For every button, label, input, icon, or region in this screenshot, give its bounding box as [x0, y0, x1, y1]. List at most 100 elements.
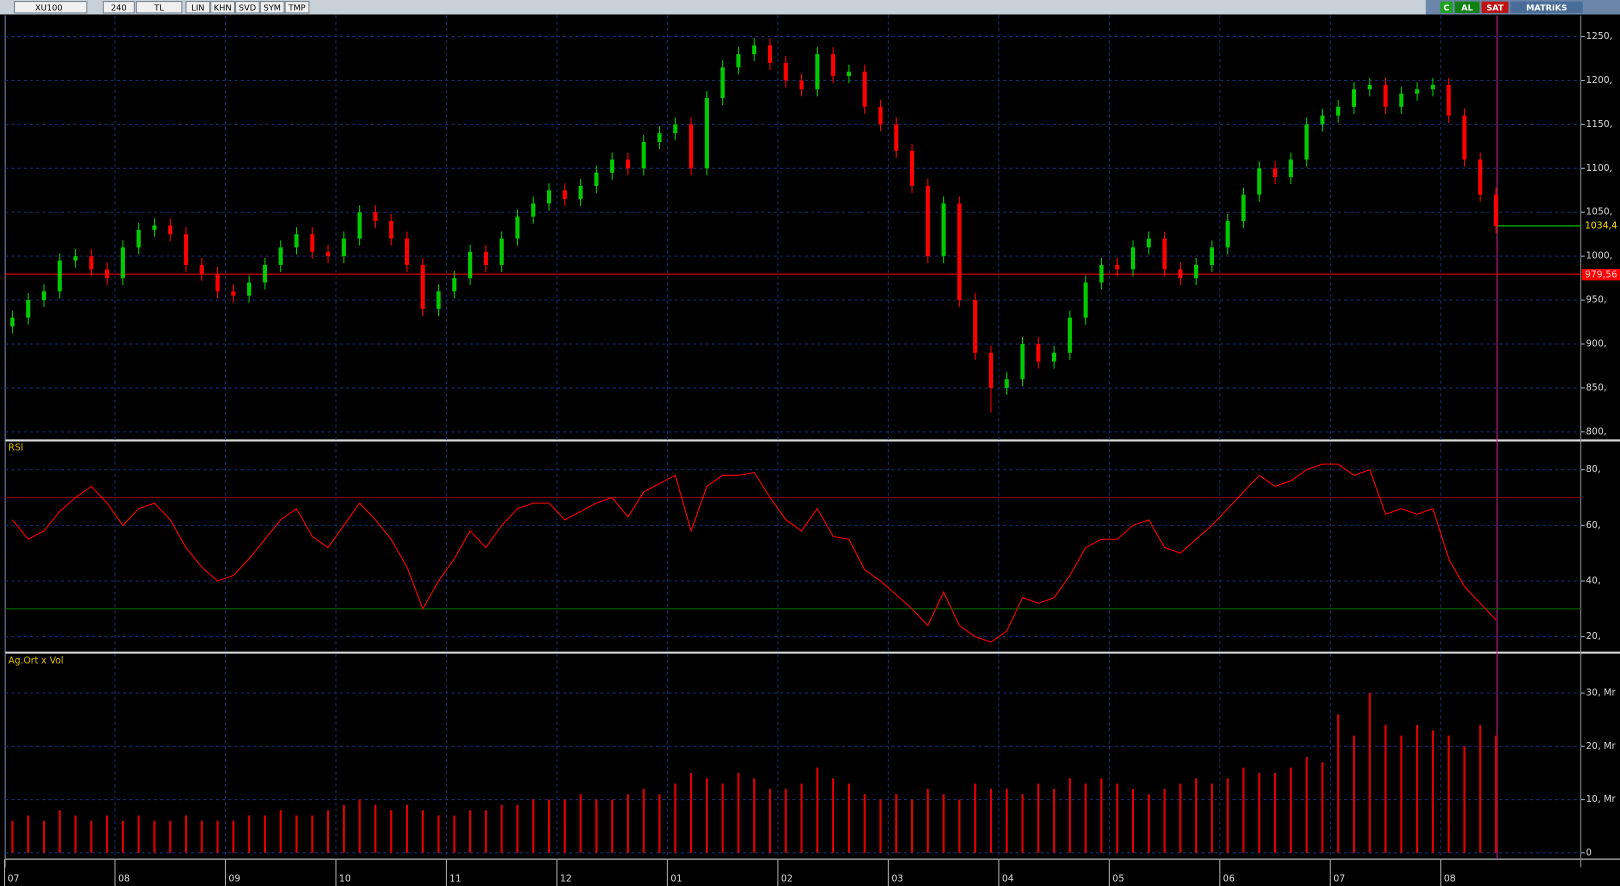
volume-bar — [1131, 788, 1135, 853]
y-tick-label: 1250, — [1586, 31, 1613, 42]
candle-body — [152, 225, 157, 230]
volume-bar — [563, 799, 566, 853]
volume-bar — [1084, 783, 1087, 853]
volume-bar — [989, 788, 992, 853]
candle-body — [294, 234, 299, 248]
candle-body — [452, 278, 457, 292]
candle-body — [1462, 115, 1467, 160]
toolbar-field[interactable] — [235, 1, 260, 14]
candle-body — [120, 247, 125, 279]
volume-bar — [484, 810, 487, 853]
volume-bar — [263, 815, 266, 853]
toolbar-field[interactable] — [284, 1, 310, 14]
candle-body — [483, 251, 488, 265]
volume-bar — [106, 815, 109, 853]
y-tick-label: 20, Mr — [1586, 741, 1616, 752]
x-tick-label: 03 — [891, 873, 903, 884]
volume-bar — [895, 794, 898, 853]
volume-bar — [721, 783, 724, 853]
candle-body — [625, 159, 631, 169]
volume-bar — [1005, 788, 1008, 853]
volume-bar — [184, 815, 188, 853]
volume-bar — [674, 783, 677, 853]
toolbar-button[interactable] — [1454, 1, 1480, 13]
y-tick-label: 1050, — [1586, 207, 1613, 218]
toolbar-button[interactable] — [1440, 1, 1453, 13]
candle-body — [136, 229, 141, 248]
toolbar-label: TL — [153, 3, 164, 13]
candle-body — [657, 133, 662, 142]
candle-body — [1020, 344, 1025, 380]
volume-bar — [1242, 767, 1245, 853]
level-label: 979,56 — [1585, 270, 1618, 281]
volume-bar — [421, 810, 424, 853]
candle-body — [231, 291, 236, 296]
x-tick-label: 01 — [671, 873, 683, 884]
toolbar-field[interactable] — [210, 1, 236, 14]
toolbar-field[interactable] — [135, 1, 183, 14]
volume-bar — [1494, 735, 1498, 853]
volume-bar — [1321, 762, 1324, 853]
volume-bar — [1021, 794, 1024, 853]
level-label: 1034,4 — [1585, 220, 1618, 231]
volume-bar — [737, 772, 740, 853]
toolbar-label: LIN — [191, 3, 204, 13]
toolbar-field[interactable] — [13, 1, 88, 14]
toolbar-button-label: C — [1443, 3, 1449, 13]
toolbar-field[interactable] — [102, 1, 135, 14]
x-tick-label: 06 — [1223, 873, 1235, 884]
x-tick-label: 02 — [781, 873, 793, 884]
toolbar-button-label: MATRiKS — [1526, 3, 1567, 13]
volume-bar — [27, 815, 30, 853]
toolbar-label: SYM — [264, 3, 281, 13]
toolbar-button[interactable] — [1481, 1, 1509, 13]
volume-bar — [216, 820, 219, 853]
candle-body — [578, 185, 583, 200]
candle-body — [168, 225, 173, 235]
candle-body — [499, 238, 504, 265]
candle-body — [846, 71, 851, 77]
candle-body — [278, 247, 283, 265]
toolbar-label: 240 — [111, 3, 127, 13]
volume-bar — [784, 788, 787, 853]
candle-body — [262, 264, 267, 283]
toolbar-field[interactable] — [259, 1, 285, 14]
volume-bar — [1305, 756, 1308, 853]
volume-bar — [832, 778, 835, 853]
candle-body — [199, 264, 204, 274]
candle-body — [183, 234, 189, 265]
candle-body — [1430, 84, 1435, 90]
volume-bar — [1037, 783, 1040, 853]
candle-body — [1067, 317, 1072, 353]
volume-bar — [390, 810, 393, 853]
candle-body — [1415, 89, 1420, 94]
candle-body — [310, 234, 315, 252]
y-tick-label: 10, Mr — [1586, 794, 1616, 805]
volume-bar — [516, 804, 519, 853]
candle-body — [1351, 89, 1357, 107]
volume-bar — [1147, 794, 1150, 853]
volume-bar — [1352, 735, 1356, 853]
volume-bar — [658, 794, 661, 853]
x-tick-label: 09 — [229, 873, 241, 884]
volume-bar — [232, 820, 235, 853]
volume-bar — [358, 799, 361, 853]
volume-bar — [1068, 778, 1071, 853]
candle-body — [1194, 264, 1199, 279]
volume-bar — [1210, 783, 1213, 853]
candle-body — [1367, 84, 1372, 90]
candle-body — [562, 190, 567, 200]
toolbar-field[interactable] — [185, 1, 211, 14]
candle-body — [720, 67, 725, 99]
candle-body — [594, 172, 599, 186]
candle-body — [1052, 352, 1057, 362]
candle-body — [436, 291, 441, 309]
volume-bar — [311, 815, 314, 853]
volume-bar — [295, 815, 298, 853]
toolbar-button[interactable] — [1510, 1, 1583, 13]
volume-bar — [1463, 746, 1466, 853]
candle-body — [1099, 264, 1104, 283]
volume-bar — [926, 788, 929, 853]
candle-body — [704, 98, 709, 169]
candle-body — [610, 159, 615, 173]
